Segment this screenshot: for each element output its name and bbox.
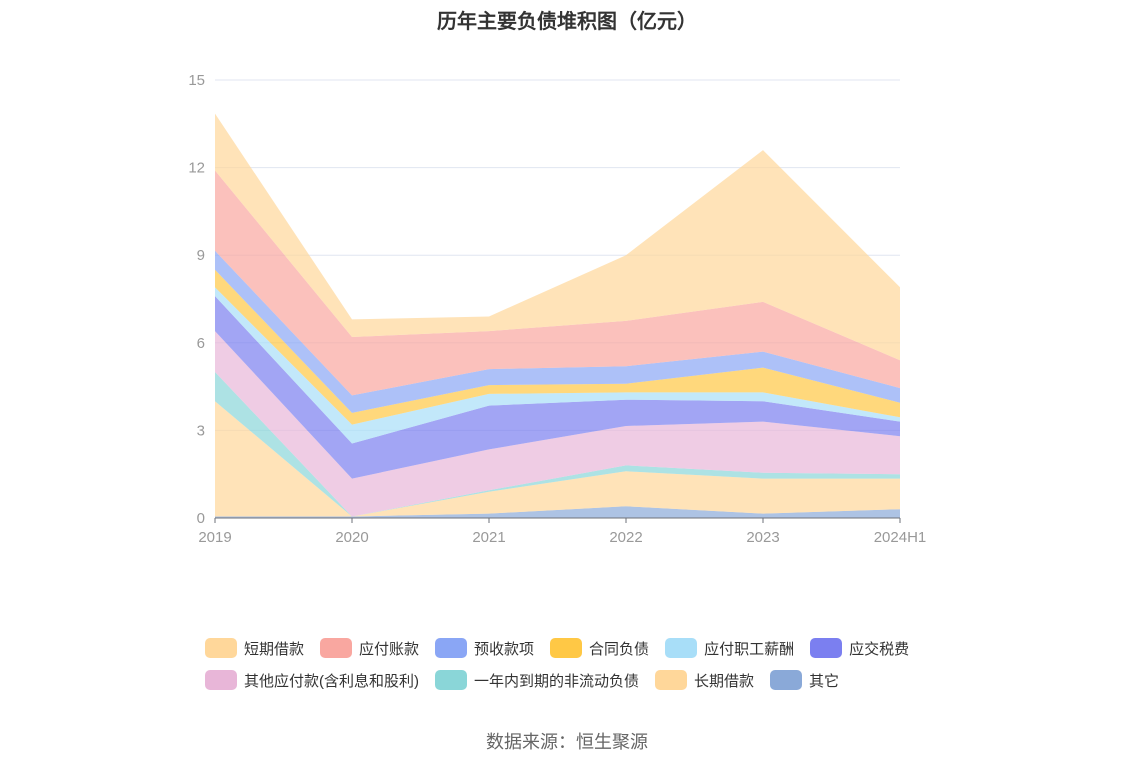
- area-series-1: [215, 401, 900, 517]
- x-tick-label: 2024H1: [874, 529, 927, 546]
- area-series-8: [215, 170, 900, 396]
- legend-swatch: [205, 670, 237, 690]
- legend-label: 预收款项: [474, 640, 535, 658]
- legend-label: 短期借款: [244, 640, 305, 658]
- legend-swatch: [550, 638, 583, 658]
- x-tick-label: 2020: [335, 529, 368, 546]
- legend-item[interactable]: 预收款项: [435, 638, 534, 659]
- legend-row: 短期借款 应付账款 预收款项 合同负债 应付职工薪酬 应交税费: [205, 632, 965, 664]
- area-series-0: [215, 506, 900, 518]
- legend-swatch: [320, 638, 353, 658]
- legend-swatch: [435, 670, 467, 690]
- legend-item[interactable]: 合同负债: [550, 638, 649, 659]
- legend-item[interactable]: 短期借款: [205, 638, 304, 659]
- legend-swatch: [665, 638, 698, 658]
- legend-label: 其它: [809, 672, 840, 690]
- legend-item[interactable]: 其它: [770, 670, 839, 691]
- y-tick-label: 6: [197, 335, 205, 352]
- legend-label: 应交税费: [849, 640, 910, 658]
- legend: 短期借款 应付账款 预收款项 合同负债 应付职工薪酬 应交税费其他应付款(含利息和股利) 一…: [205, 632, 965, 696]
- legend-item[interactable]: 长期借款: [655, 670, 754, 691]
- y-tick-label: 15: [188, 72, 205, 89]
- area-series-6: [215, 269, 900, 425]
- data-source-note: 数据来源：恒生聚源: [486, 732, 648, 752]
- y-tick-label: 0: [197, 510, 205, 527]
- legend-swatch: [770, 670, 803, 690]
- legend-label: 其他应付款(含利息和股利): [244, 672, 419, 690]
- area-series-9: [215, 113, 900, 361]
- x-tick-label: 2022: [609, 529, 642, 546]
- legend-label: 一年内到期的非流动负债: [474, 672, 640, 690]
- legend-item[interactable]: 应交税费: [810, 638, 909, 659]
- legend-label: 应付职工薪酬: [704, 640, 795, 658]
- legend-row: 其他应付款(含利息和股利) 一年内到期的非流动负债 长期借款 其它: [205, 664, 965, 696]
- area-series: [215, 113, 900, 518]
- legend-item[interactable]: 应付职工薪酬: [665, 638, 794, 659]
- legend-label: 合同负债: [589, 640, 650, 658]
- axes: 0 3 6 9 12 15 2019 2020 2021 2022 2023 2024H1: [188, 72, 926, 546]
- legend-label: 长期借款: [694, 672, 755, 690]
- chart-title: 历年主要负债堆积图（亿元）: [437, 11, 697, 33]
- legend-item[interactable]: 其他应付款(含利息和股利): [205, 670, 419, 691]
- x-tick-label: 2023: [746, 529, 779, 546]
- y-tick-label: 3: [197, 422, 205, 439]
- legend-label: 应付账款: [359, 640, 420, 658]
- legend-swatch: [205, 638, 237, 658]
- x-tick-label: 2021: [472, 529, 505, 546]
- y-tick-label: 9: [197, 247, 205, 264]
- y-tick-label: 12: [188, 160, 205, 177]
- legend-item[interactable]: 应付账款: [320, 638, 419, 659]
- legend-item[interactable]: 一年内到期的非流动负债: [435, 670, 639, 691]
- area-series-3: [215, 331, 900, 517]
- legend-swatch: [435, 638, 468, 658]
- legend-swatch: [655, 670, 688, 690]
- legend-swatch: [810, 638, 843, 658]
- area-series-7: [215, 250, 900, 413]
- x-tick-label: 2019: [198, 529, 231, 546]
